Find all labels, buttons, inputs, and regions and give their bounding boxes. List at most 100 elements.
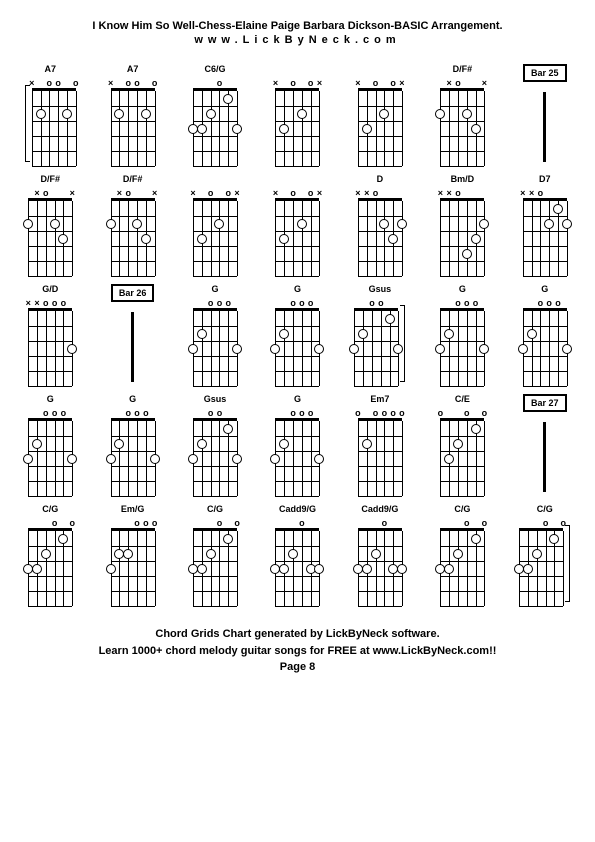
chord-diagram: ooooo bbox=[358, 409, 402, 496]
chord-diagram: ooo bbox=[111, 519, 155, 606]
chord-label: Em7 bbox=[370, 394, 389, 406]
chord-label: G bbox=[294, 394, 301, 406]
grid-cell: C/E ooo bbox=[427, 394, 497, 496]
chord-label: C/G bbox=[537, 504, 553, 516]
chord-diagram: ×oo× bbox=[358, 79, 402, 166]
chord-label: Cadd9/G bbox=[361, 504, 398, 516]
grid-cell: Bar 26 bbox=[97, 284, 167, 386]
grid-cell: C/G oo bbox=[180, 504, 250, 606]
chord-label: C/G bbox=[42, 504, 58, 516]
grid-cell: D7 ××o bbox=[510, 174, 580, 276]
chord-diagram: ××o bbox=[523, 189, 567, 276]
grid-cell: D/F#×o× bbox=[427, 64, 497, 166]
chord-label: D bbox=[377, 174, 384, 186]
grid-cell: Gooo bbox=[262, 394, 332, 496]
grid-cell: Gooo bbox=[262, 284, 332, 386]
grid-cell: Gooo bbox=[180, 284, 250, 386]
chord-diagram: ooo bbox=[440, 299, 484, 386]
chord-diagram: ooo bbox=[193, 299, 237, 386]
chord-label: G bbox=[212, 284, 219, 296]
grid-cell: C/G oo bbox=[427, 504, 497, 606]
footer-line2: Learn 1000+ chord melody guitar songs fo… bbox=[15, 643, 580, 660]
chord-label: G bbox=[47, 394, 54, 406]
grid-cell: Gooo bbox=[15, 394, 85, 496]
chord-label: Gsus bbox=[204, 394, 227, 406]
chord-diagram: ooo bbox=[111, 409, 155, 496]
page-subtitle: www.LickByNeck.com bbox=[15, 34, 580, 46]
grid-cell: Cadd9/G o bbox=[262, 504, 332, 606]
chord-label: D/F# bbox=[40, 174, 60, 186]
chord-diagram: ooo bbox=[440, 409, 484, 496]
grid-cell: Bar 25 bbox=[510, 64, 580, 166]
grid-cell: Em/G ooo bbox=[97, 504, 167, 606]
chord-diagram: o bbox=[193, 79, 237, 166]
chord-label: C/G bbox=[454, 504, 470, 516]
chord-label: G bbox=[459, 284, 466, 296]
page-title: I Know Him So Well-Chess-Elaine Paige Ba… bbox=[15, 20, 580, 32]
grid-cell: ×oo× bbox=[180, 174, 250, 276]
chord-diagram: ×o× bbox=[28, 189, 72, 276]
footer-page: Page 8 bbox=[15, 659, 580, 676]
grid-cell: C/G oo bbox=[510, 504, 580, 606]
chord-diagram: oo bbox=[354, 299, 405, 386]
grid-cell: Gsus oo bbox=[345, 284, 415, 386]
grid-cell: ×oo× bbox=[345, 64, 415, 166]
chord-label: Bm/D bbox=[451, 174, 475, 186]
grid-cell: G/D ××ooo bbox=[15, 284, 85, 386]
chord-label: G bbox=[129, 394, 136, 406]
chord-diagram: ××o bbox=[440, 189, 484, 276]
chord-diagram: o bbox=[275, 519, 319, 606]
chord-label: A7 bbox=[44, 64, 56, 76]
bar-marker-line bbox=[131, 312, 134, 382]
chord-label: G bbox=[541, 284, 548, 296]
chord-label: G/D bbox=[42, 284, 58, 296]
grid-cell: D/F# ×o× bbox=[15, 174, 85, 276]
grid-cell: A7×ooo bbox=[15, 64, 85, 166]
chord-label: C/G bbox=[207, 504, 223, 516]
chord-diagram: ×oo× bbox=[193, 189, 237, 276]
chord-label: D/F# bbox=[123, 174, 143, 186]
grid-cell: Em7 ooooo bbox=[345, 394, 415, 496]
chord-diagram: ooo bbox=[28, 409, 72, 496]
chord-diagram: ×o× bbox=[111, 189, 155, 276]
chord-label: C/E bbox=[455, 394, 470, 406]
chord-diagram: ×oo× bbox=[275, 189, 319, 276]
grid-cell: Gsusoo bbox=[180, 394, 250, 496]
footer: Chord Grids Chart generated by LickByNec… bbox=[15, 626, 580, 676]
chord-diagram: o bbox=[358, 519, 402, 606]
grid-cell: C/G oo bbox=[15, 504, 85, 606]
chord-label: Gsus bbox=[369, 284, 392, 296]
grid-cell: Cadd9/G o bbox=[345, 504, 415, 606]
chord-diagram: oo bbox=[440, 519, 484, 606]
bar-marker-line bbox=[543, 92, 546, 162]
grid-cell: Gooo bbox=[97, 394, 167, 496]
chord-diagram: ×oo× bbox=[275, 79, 319, 166]
grid-cell: C6/Go bbox=[180, 64, 250, 166]
chord-diagram: ××ooo bbox=[28, 299, 72, 386]
grid-cell: A7×ooo bbox=[97, 64, 167, 166]
grid-cell: ×oo× bbox=[262, 174, 332, 276]
grid-cell: D/F# ×o× bbox=[97, 174, 167, 276]
chord-diagram: ×ooo bbox=[111, 79, 155, 166]
chord-diagram: oo bbox=[519, 519, 570, 606]
chord-label: D7 bbox=[539, 174, 551, 186]
grid-cell: D ××o bbox=[345, 174, 415, 276]
chord-diagram: ×o× bbox=[440, 79, 484, 166]
chord-label: Cadd9/G bbox=[279, 504, 316, 516]
grid-cell: Bm/D ××o bbox=[427, 174, 497, 276]
grid-cell: Gooo bbox=[427, 284, 497, 386]
bar-marker-label: Bar 26 bbox=[111, 284, 155, 302]
chord-label: G bbox=[294, 284, 301, 296]
chord-grid: A7×oooA7×oooC6/Go×oo××oo×D/F#×o×Bar 25D/… bbox=[15, 64, 580, 606]
grid-cell: Bar 27 bbox=[510, 394, 580, 496]
chord-label: Em/G bbox=[121, 504, 145, 516]
chord-diagram: ××o bbox=[358, 189, 402, 276]
chord-diagram: oo bbox=[28, 519, 72, 606]
chord-diagram: ooo bbox=[275, 299, 319, 386]
chord-diagram: oo bbox=[193, 519, 237, 606]
grid-cell: ×oo× bbox=[262, 64, 332, 166]
chord-diagram: ooo bbox=[523, 299, 567, 386]
grid-cell: Gooo bbox=[510, 284, 580, 386]
chord-diagram: ooo bbox=[275, 409, 319, 496]
bar-marker-line bbox=[543, 422, 546, 492]
